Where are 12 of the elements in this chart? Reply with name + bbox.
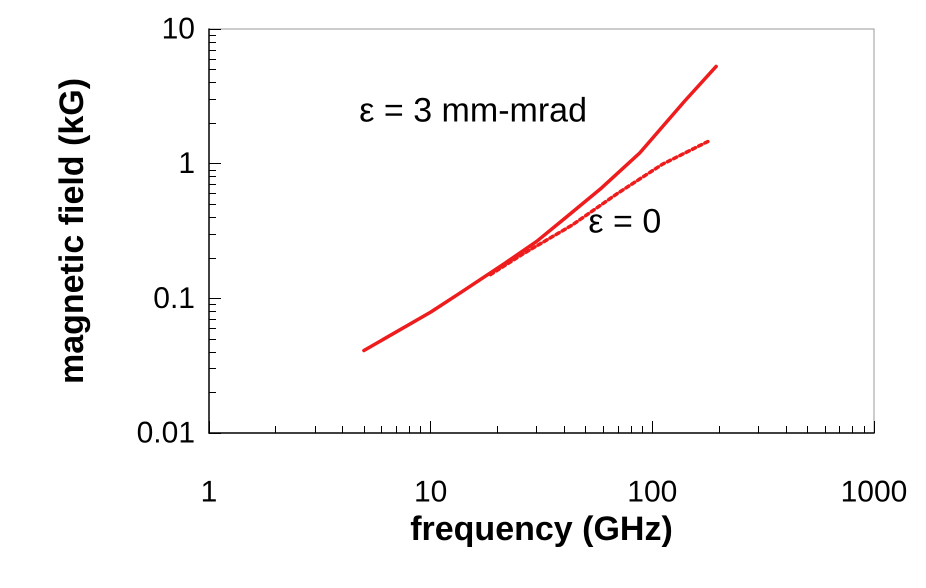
y-tick-label: 0.1 — [153, 282, 195, 315]
series-label: ε = 3 mm-mrad — [359, 91, 587, 130]
y-axis-title: magnetic field (kG) — [53, 78, 91, 384]
x-tick-label: 1000 — [840, 476, 908, 508]
series-label: ε = 0 — [588, 202, 662, 241]
x-tick-label: 100 — [627, 476, 678, 508]
x-axis-title: frequency (GHz) — [410, 510, 673, 548]
y-tick-label: 10 — [162, 12, 195, 46]
y-tick-label: 0.01 — [136, 416, 195, 450]
x-tick-label: 10 — [414, 476, 448, 508]
x-tick-label: 1 — [200, 476, 218, 508]
y-tick-label: 1 — [178, 147, 195, 180]
